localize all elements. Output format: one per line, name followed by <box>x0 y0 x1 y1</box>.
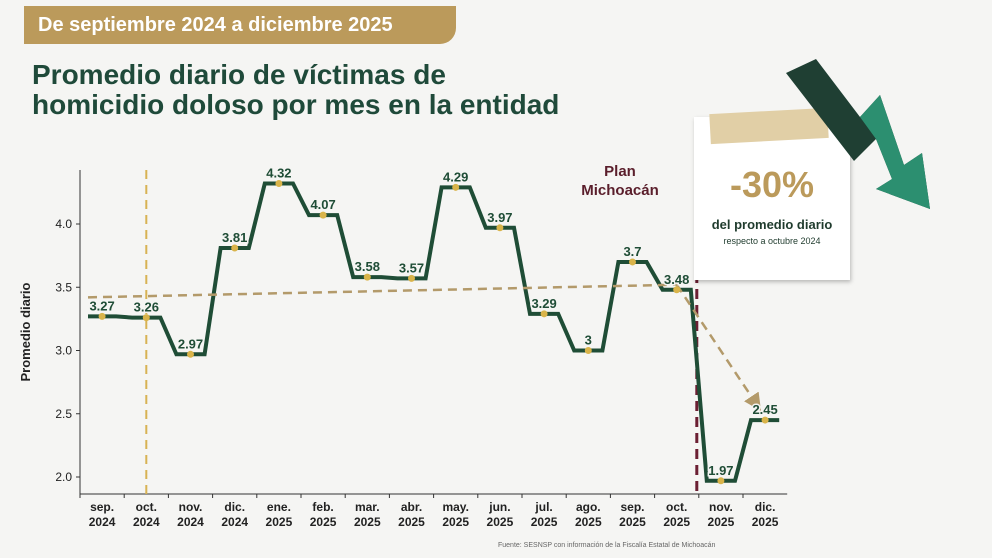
data-label: 3.48 <box>664 272 689 287</box>
title-line-2: homicidio doloso por mes en la entidad <box>32 89 560 120</box>
y-tick-label: 3.5 <box>55 280 72 294</box>
reduction-note-card: -30% del promedio diario respecto a octu… <box>694 107 850 280</box>
data-point <box>540 310 548 318</box>
data-point <box>319 211 327 219</box>
data-label: 3.97 <box>487 210 512 225</box>
y-tick-label: 4.0 <box>55 217 72 231</box>
reduction-reference: respecto a octubre 2024 <box>723 236 821 246</box>
trend-dashed-line <box>87 283 677 299</box>
data-label: 4.29 <box>443 169 468 184</box>
x-tick-label-month: abr. <box>401 500 422 514</box>
data-label: 4.32 <box>266 166 291 181</box>
data-label: 1.97 <box>708 463 733 478</box>
plan-michoacan-label: Plan Michoacán <box>560 162 680 200</box>
x-tick-label-year: 2025 <box>752 515 779 529</box>
x-tick-label-month: sep. <box>620 500 644 514</box>
data-point <box>496 224 504 232</box>
x-tick-label-month: oct. <box>666 500 687 514</box>
data-point <box>363 273 371 281</box>
x-tick-label-year: 2025 <box>575 515 602 529</box>
x-tick-label-year: 2025 <box>442 515 469 529</box>
data-label: 3.29 <box>531 296 556 311</box>
data-point <box>187 350 194 358</box>
source-note: Fuente: SESNSP con información de la Fis… <box>498 542 716 549</box>
data-label: 3.27 <box>89 298 114 313</box>
data-point <box>275 180 283 188</box>
page-title: Promedio diario de víctimas de homicidio… <box>32 60 672 120</box>
reduction-percentage: -30% <box>729 164 815 205</box>
data-point <box>717 477 725 485</box>
x-tick-label-year: 2025 <box>708 515 735 529</box>
x-tick-label-year: 2025 <box>398 515 425 529</box>
step-series-line <box>88 181 780 483</box>
y-tick-label: 3.0 <box>55 344 72 358</box>
x-tick-label-month: feb. <box>312 500 333 514</box>
x-tick-label-year: 2025 <box>354 515 381 529</box>
data-label: 3.58 <box>355 259 380 274</box>
data-label: 3.7 <box>623 244 641 259</box>
y-axis-title: Promedio diario <box>18 282 33 381</box>
data-point <box>584 347 592 354</box>
data-point <box>673 286 681 294</box>
zigzag-down-arrow-icon <box>786 59 930 209</box>
data-point <box>452 183 460 191</box>
data-point <box>408 274 415 282</box>
data-label: 2.45 <box>752 402 777 417</box>
x-tick-label-year: 2024 <box>221 515 248 529</box>
x-tick-label-month: jul. <box>534 500 552 514</box>
x-tick-label-month: may. <box>442 500 468 514</box>
x-tick-label-month: dic. <box>755 500 776 514</box>
data-point <box>629 258 636 266</box>
data-label: 3.26 <box>134 300 159 315</box>
x-tick-label-month: dic. <box>224 500 245 514</box>
x-tick-label-year: 2025 <box>487 515 514 529</box>
data-label: 2.97 <box>178 336 203 351</box>
x-tick-label-month: nov. <box>179 500 203 514</box>
plan-label-line-1: Plan <box>604 163 636 180</box>
x-tick-label-month: sep. <box>90 500 114 514</box>
arrow-light-shape <box>860 95 930 209</box>
data-point <box>231 244 239 252</box>
x-tick-label-year: 2025 <box>531 515 558 529</box>
data-label: 3 <box>585 333 592 348</box>
data-point <box>761 416 769 424</box>
reduction-description: del promedio diario <box>711 217 833 232</box>
x-tick-label-month: oct. <box>136 500 157 514</box>
x-tick-label-month: ene. <box>267 500 291 514</box>
plan-label-line-2: Michoacán <box>581 182 659 199</box>
y-tick-label: 2.5 <box>55 407 72 421</box>
x-tick-label-year: 2025 <box>619 515 646 529</box>
x-tick-label-month: mar. <box>355 500 380 514</box>
x-tick-label-month: jun. <box>488 500 510 514</box>
x-tick-label-year: 2025 <box>266 515 293 529</box>
x-tick-label-year: 2024 <box>177 515 204 529</box>
title-line-1: Promedio diario de víctimas de <box>32 59 446 90</box>
x-tick-label-year: 2024 <box>89 515 116 529</box>
y-tick-label: 2.0 <box>55 470 72 484</box>
data-label: 3.81 <box>222 230 247 245</box>
x-tick-label-year: 2025 <box>310 515 337 529</box>
x-tick-label-year: 2025 <box>663 515 690 529</box>
x-tick-label-month: nov. <box>709 500 733 514</box>
x-tick-label-month: ago. <box>576 500 601 514</box>
trend-drop-arrow <box>675 284 762 411</box>
x-tick-label-year: 2024 <box>133 515 160 529</box>
data-label: 3.57 <box>399 260 424 275</box>
data-point <box>98 312 106 320</box>
data-label: 4.07 <box>310 197 335 212</box>
period-banner: De septiembre 2024 a diciembre 2025 <box>24 6 456 44</box>
data-point <box>142 314 150 322</box>
